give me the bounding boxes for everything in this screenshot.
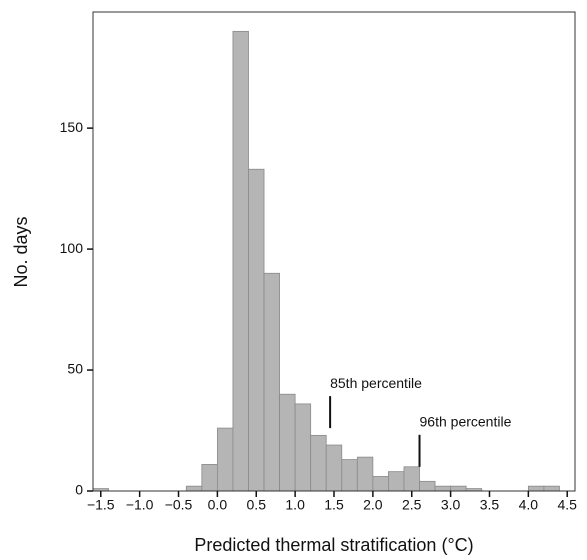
- annotation-text: 85th percentile: [330, 375, 422, 391]
- x-tick-label: 4.5: [557, 497, 577, 513]
- bar: [403, 466, 420, 492]
- bar: [248, 168, 265, 492]
- bar: [341, 459, 358, 492]
- y-tick-label: 0: [75, 482, 83, 498]
- bar: [310, 434, 327, 492]
- annotation-text: 96th percentile: [420, 414, 512, 430]
- x-tick-label: 3.0: [441, 497, 461, 513]
- bar: [185, 485, 203, 492]
- bar: [216, 427, 234, 492]
- x-tick-label: 1.0: [285, 497, 305, 513]
- x-axis-title: Predicted thermal stratification (°C): [194, 535, 473, 555]
- x-tick-label: 0.5: [247, 497, 267, 513]
- bar: [388, 471, 405, 492]
- x-tick-label: 1.5: [324, 497, 344, 513]
- x-tick-label: 0.0: [208, 497, 228, 513]
- bar: [232, 30, 249, 492]
- y-tick-label: 50: [67, 361, 83, 377]
- bar: [527, 485, 545, 492]
- x-tick-label: 4.0: [519, 497, 539, 513]
- bar: [263, 272, 280, 492]
- x-tick-label: 2.0: [363, 497, 383, 513]
- bar: [201, 463, 218, 492]
- x-tick-label: −1.5: [87, 497, 115, 513]
- bar: [372, 476, 389, 492]
- x-tick-label: −0.5: [165, 497, 193, 513]
- bar: [419, 480, 436, 492]
- x-tick-label: 2.5: [402, 497, 422, 513]
- y-tick-label: 150: [60, 119, 84, 135]
- bar: [325, 444, 343, 492]
- bar: [294, 403, 312, 492]
- bar: [356, 456, 374, 492]
- bar: [450, 485, 467, 492]
- bar: [543, 485, 560, 492]
- x-tick-label: −1.0: [126, 497, 154, 513]
- y-tick-label: 100: [60, 240, 84, 256]
- bar: [434, 485, 452, 492]
- y-axis-title: No. days: [11, 216, 31, 287]
- x-tick-label: 3.5: [480, 497, 500, 513]
- bar: [279, 393, 296, 492]
